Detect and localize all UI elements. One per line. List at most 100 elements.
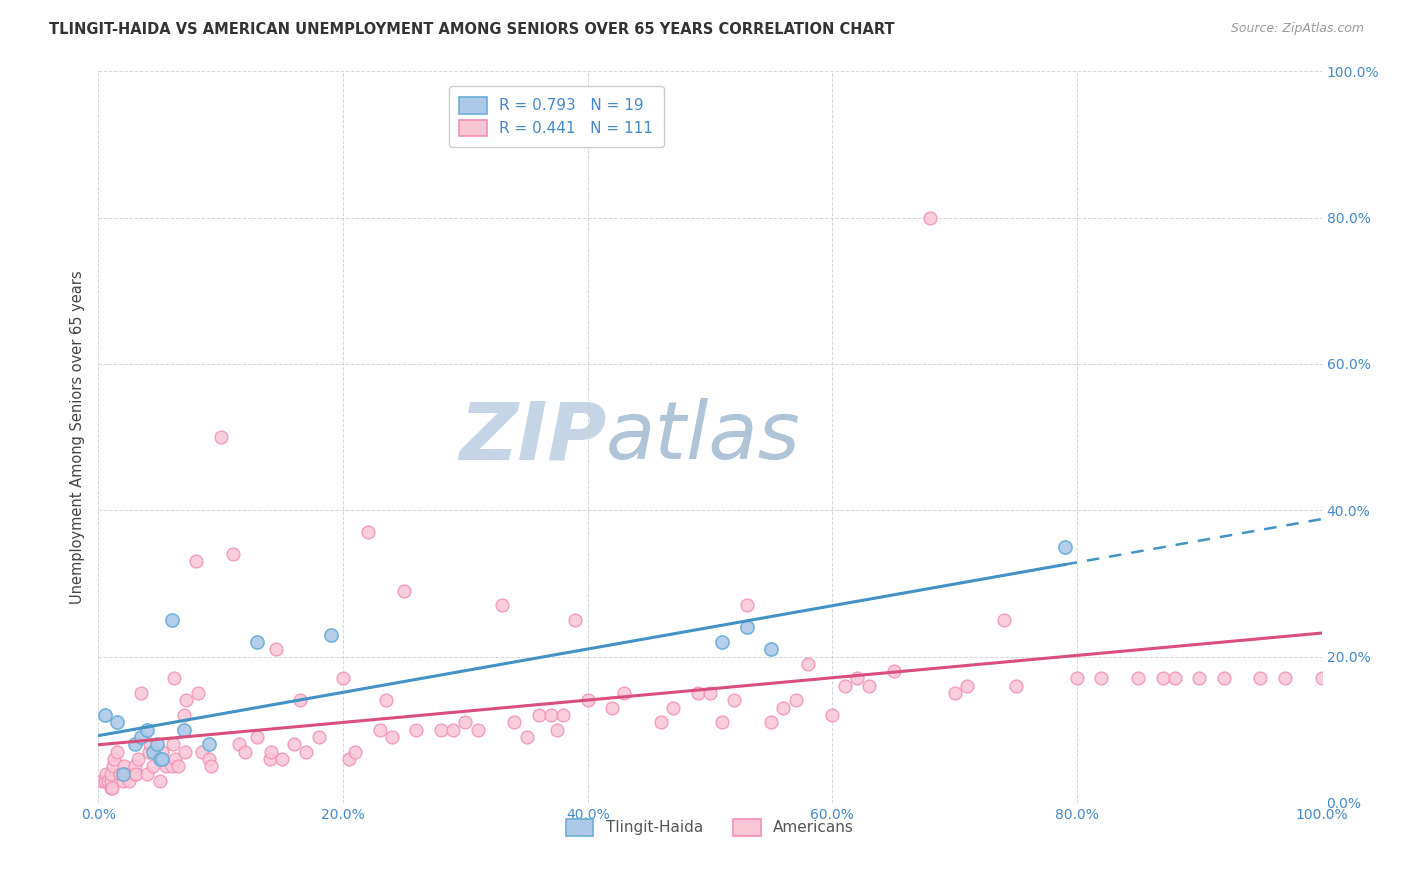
Point (527, 708, 550, 723)
Point (270, 752, 294, 766)
Point (246, 635, 269, 649)
Point (103, 752, 125, 766)
Text: ZIP: ZIP (458, 398, 606, 476)
Point (650, 715, 672, 730)
Point (97, 773, 120, 788)
Text: TLINGIT-HAIDA VS AMERICAN UNEMPLOYMENT AMONG SENIORS OVER 65 YEARS CORRELATION C: TLINGIT-HAIDA VS AMERICAN UNEMPLOYMENT A… (49, 22, 894, 37)
Point (735, 599, 758, 613)
Point (112, 759, 135, 773)
Point (467, 723, 489, 737)
Point (546, 723, 568, 737)
Point (772, 700, 794, 714)
Point (176, 693, 198, 707)
Point (264, 642, 287, 657)
Point (319, 627, 342, 641)
Point (858, 679, 880, 693)
Point (142, 745, 165, 759)
Point (405, 723, 427, 737)
Point (139, 737, 162, 751)
Point (186, 554, 208, 568)
Point (1310, 672, 1333, 686)
Point (138, 745, 160, 759)
Point (553, 708, 575, 723)
Point (111, 766, 134, 780)
Point (233, 745, 256, 759)
Point (105, 745, 128, 759)
Point (114, 766, 136, 780)
Point (283, 737, 305, 751)
Point (491, 599, 513, 613)
Point (173, 708, 195, 723)
Point (761, 715, 783, 730)
Point (101, 781, 124, 796)
Y-axis label: Unemployment Among Seniors over 65 years: Unemployment Among Seniors over 65 years (70, 270, 86, 604)
Point (149, 773, 172, 788)
Point (711, 635, 734, 649)
Point (129, 730, 152, 744)
Point (1053, 540, 1076, 554)
Point (93, 708, 115, 723)
Point (1250, 672, 1272, 686)
Point (124, 759, 146, 773)
Point (993, 613, 1015, 627)
Point (613, 686, 636, 700)
Point (956, 679, 979, 693)
Point (1004, 679, 1026, 693)
Point (200, 759, 222, 773)
Point (142, 759, 165, 773)
Point (711, 715, 734, 730)
Point (129, 686, 152, 700)
Point (785, 693, 807, 707)
Point (127, 752, 149, 766)
Point (111, 766, 134, 780)
Legend: Tlingit-Haida, Americans: Tlingit-Haida, Americans (555, 808, 865, 847)
Point (149, 752, 172, 766)
Point (662, 700, 685, 714)
Point (100, 766, 122, 780)
Point (125, 766, 148, 780)
Point (845, 672, 868, 686)
Point (1188, 672, 1211, 686)
Point (1128, 672, 1150, 686)
Point (93, 773, 115, 788)
Point (209, 430, 232, 444)
Point (337, 752, 360, 766)
Point (167, 759, 190, 773)
Point (228, 737, 250, 751)
Point (100, 773, 122, 788)
Point (1090, 672, 1112, 686)
Point (149, 752, 172, 766)
Point (332, 672, 354, 686)
Point (146, 737, 169, 751)
Point (564, 613, 586, 627)
Point (94, 766, 117, 780)
Point (920, 211, 942, 225)
Point (1164, 672, 1187, 686)
Point (834, 679, 856, 693)
Point (943, 686, 966, 700)
Point (222, 547, 245, 561)
Point (124, 737, 146, 751)
Point (699, 686, 721, 700)
Point (454, 715, 477, 730)
Point (150, 745, 173, 759)
Point (374, 693, 396, 707)
Point (1212, 672, 1234, 686)
Point (118, 773, 141, 788)
Point (503, 715, 526, 730)
Point (441, 723, 464, 737)
Text: Source: ZipAtlas.com: Source: ZipAtlas.com (1230, 22, 1364, 36)
Point (540, 708, 562, 723)
Point (246, 730, 269, 744)
Point (174, 745, 197, 759)
Point (1066, 672, 1088, 686)
Point (259, 752, 281, 766)
Point (101, 759, 124, 773)
Point (516, 730, 538, 744)
Point (735, 620, 758, 634)
Point (1274, 672, 1296, 686)
Point (160, 613, 183, 627)
Point (191, 745, 214, 759)
Point (344, 745, 367, 759)
Point (576, 693, 599, 707)
